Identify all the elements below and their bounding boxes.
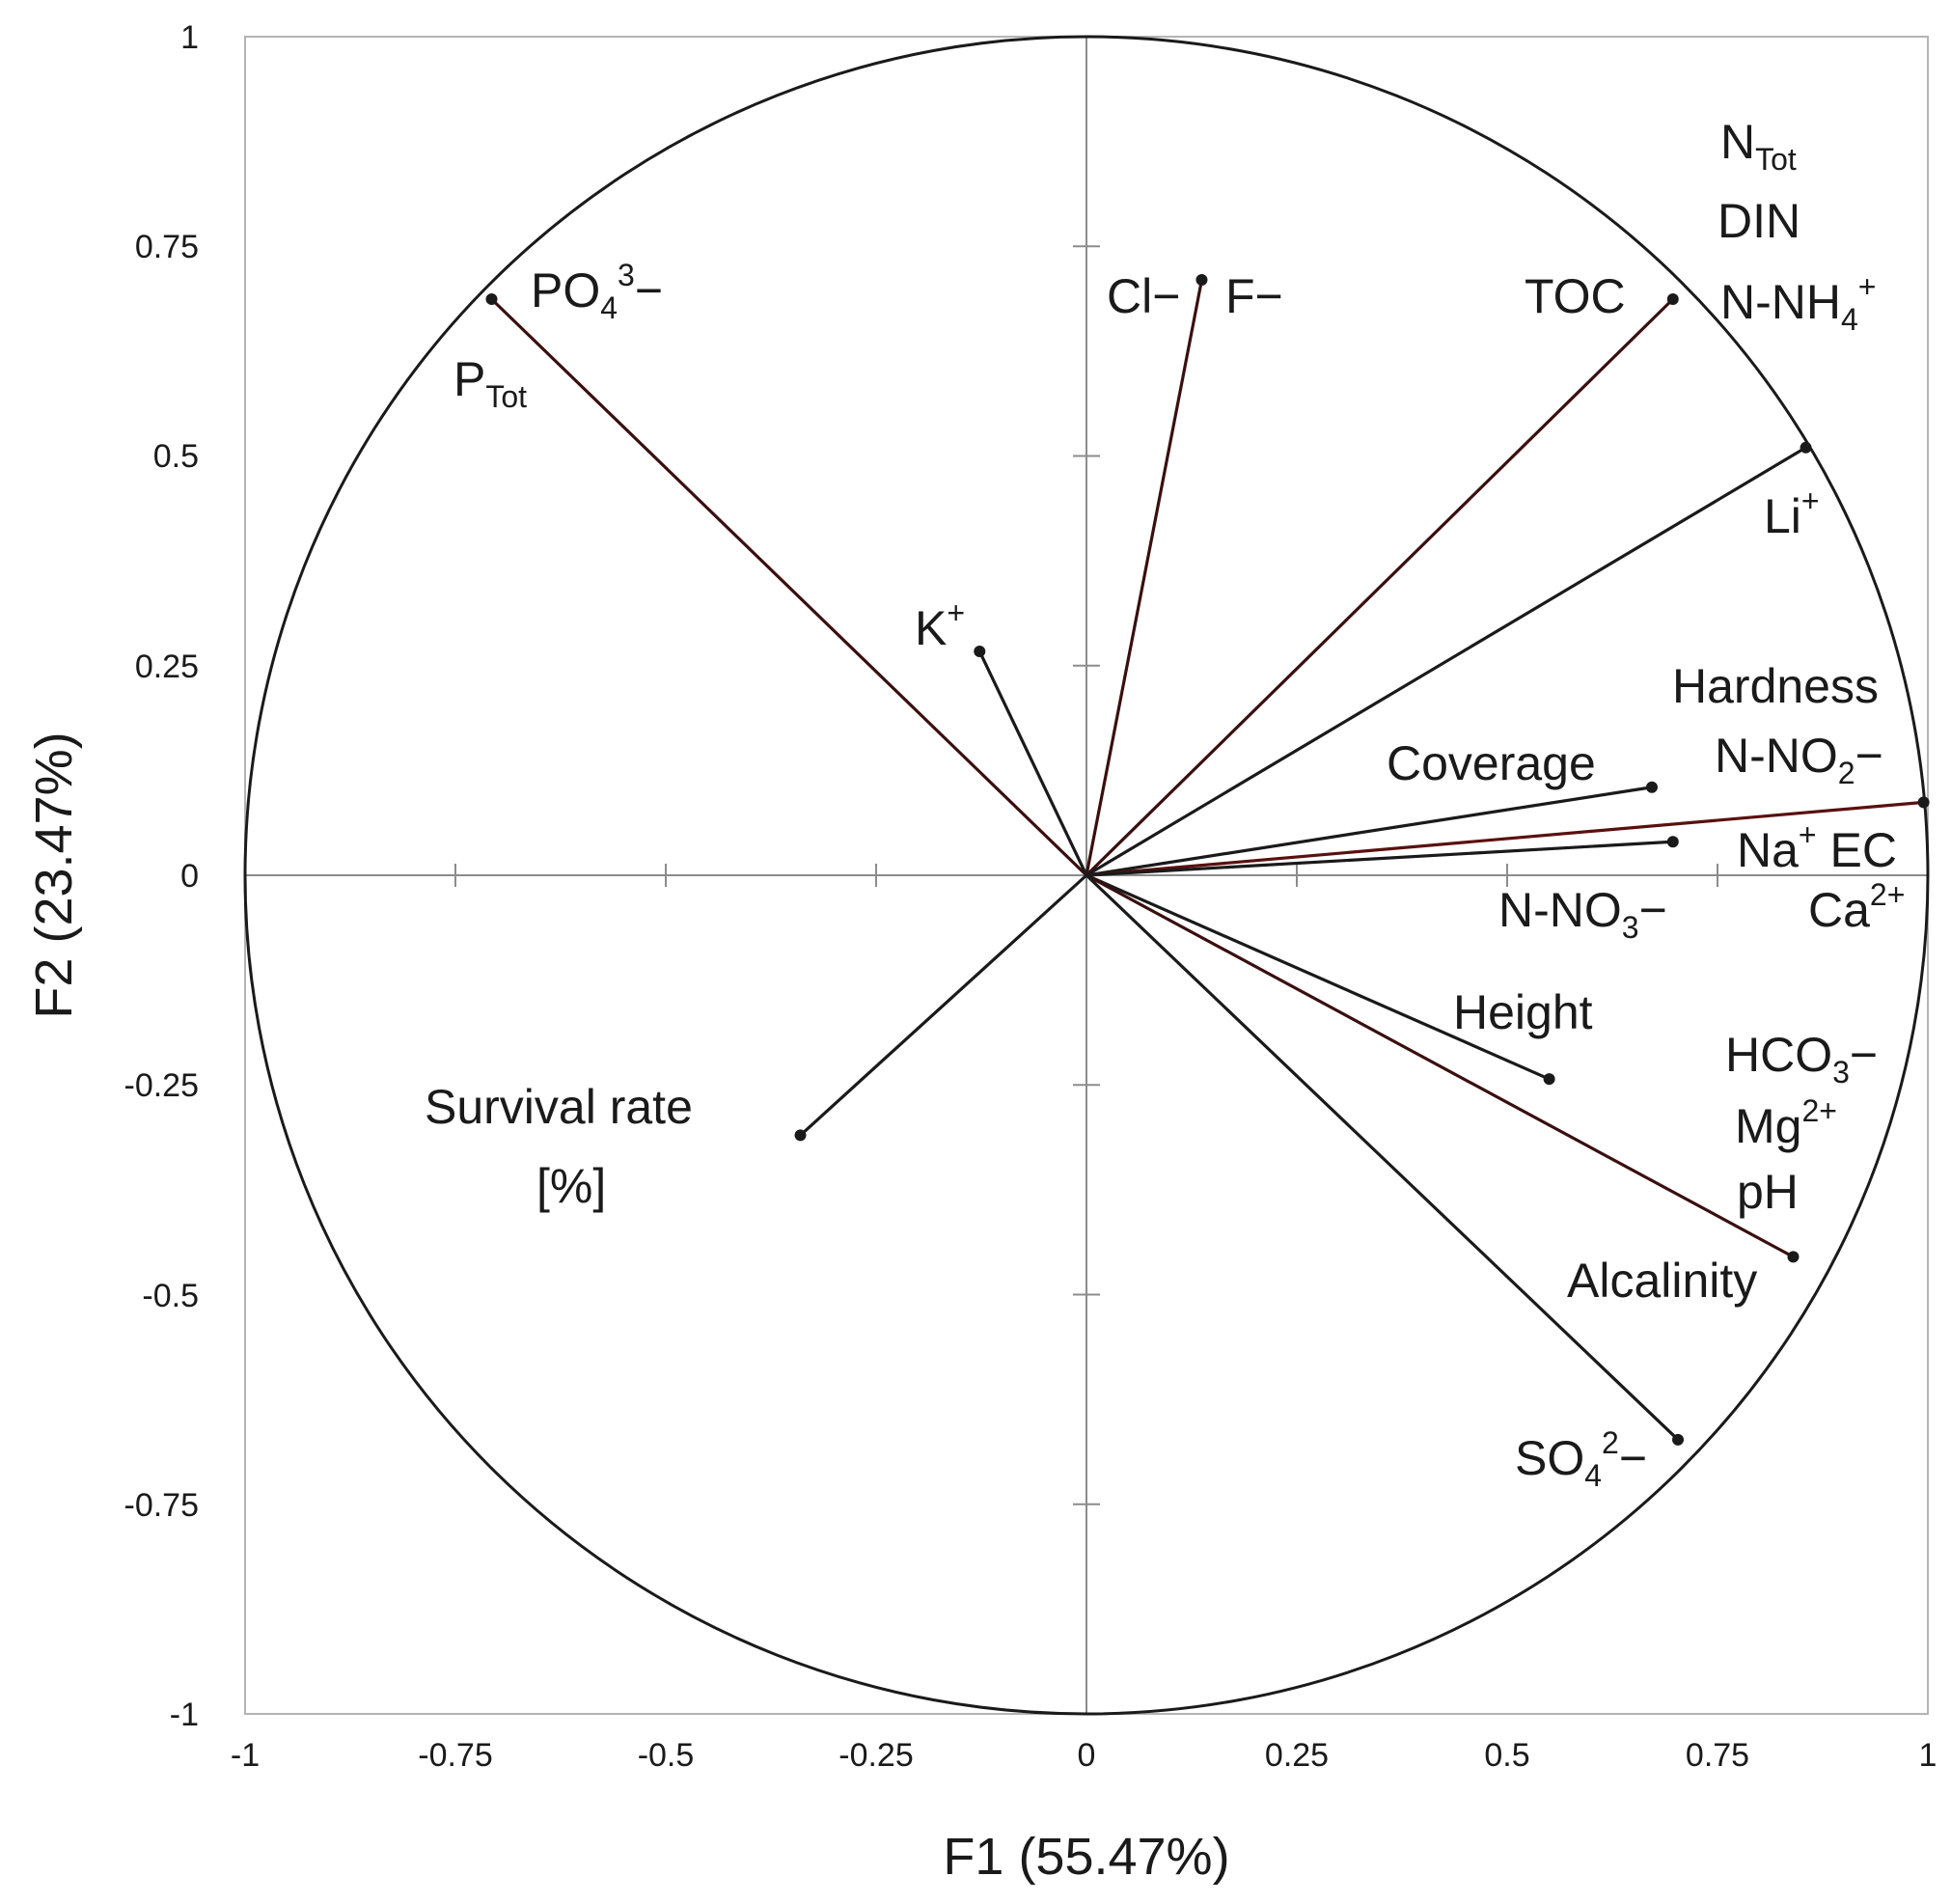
- vector-line-survival: [799, 873, 1088, 1137]
- var-label-survival1: Survival rate: [425, 1080, 693, 1134]
- var-label-survival2: [%]: [536, 1159, 606, 1213]
- var-label-mg: Mg2+: [1735, 1093, 1837, 1153]
- var-label-f: F−: [1225, 269, 1283, 323]
- vector-point-no3: [1666, 836, 1679, 848]
- x-tick-label: -1: [231, 1737, 260, 1774]
- y-tick-label: 0: [180, 858, 199, 895]
- var-label-nh4: N-NH4+: [1720, 269, 1876, 337]
- y-tick-label: 0.25: [135, 648, 199, 685]
- vector-point-alcalinity: [1787, 1251, 1800, 1263]
- var-label-height: Height: [1453, 985, 1593, 1039]
- y-tick-label: 0.5: [153, 438, 199, 475]
- var-label-din: DIN: [1717, 194, 1800, 248]
- var-label-po4: PO43−: [531, 258, 663, 325]
- var-label-no2: N-NO2−: [1715, 729, 1883, 790]
- var-label-hardness: Hardness: [1672, 659, 1879, 713]
- vector-line-li: [1085, 446, 1807, 877]
- vector-point-survival: [794, 1129, 807, 1142]
- vector-line-po4: [490, 297, 1088, 877]
- x-tick-label: -0.25: [838, 1737, 914, 1774]
- var-label-coverage: Coverage: [1387, 736, 1596, 790]
- var-label-so4: SO42−: [1515, 1425, 1647, 1493]
- y-tick-label: 1: [180, 19, 199, 56]
- var-label-toc: TOC: [1525, 269, 1626, 323]
- y-tick-label: -0.75: [124, 1487, 200, 1524]
- vector-point-so4: [1672, 1433, 1685, 1446]
- var-label-hco3: HCO3−: [1725, 1028, 1878, 1090]
- y-axis-title: F2 (23.47%): [25, 731, 83, 1018]
- x-axis-title: F1 (55.47%): [943, 1828, 1229, 1886]
- var-label-ptot: PTot: [453, 352, 527, 414]
- x-tick-label: 0.25: [1265, 1737, 1329, 1774]
- vector-point-po4: [485, 292, 498, 305]
- vector-line-alcalinity: [1085, 873, 1795, 1258]
- vector-line-k: [977, 650, 1088, 876]
- x-tick-label: 0: [1078, 1737, 1096, 1774]
- var-label-ca: Ca2+: [1808, 877, 1905, 937]
- vector-line-na: [1085, 800, 1924, 877]
- correlation-circle: [243, 35, 1930, 1716]
- vector-line-so4: [1085, 873, 1680, 1441]
- var-label-ph: pH: [1737, 1165, 1799, 1219]
- vector-point-cl: [1195, 274, 1208, 287]
- x-tick-label: 1: [1919, 1737, 1937, 1774]
- vector-line-toc: [1085, 297, 1674, 877]
- x-tick-label: 0.5: [1484, 1737, 1529, 1774]
- var-label-li: Li+: [1764, 483, 1820, 543]
- vector-point-li: [1800, 441, 1812, 454]
- vector-point-na: [1917, 796, 1930, 809]
- y-tick-label: 0.75: [135, 229, 199, 265]
- vector-line-no3: [1085, 840, 1673, 877]
- var-label-alcalinity: Alcalinity: [1567, 1254, 1757, 1308]
- var-label-cl: Cl−: [1107, 269, 1180, 323]
- y-tick-label: -1: [170, 1697, 199, 1733]
- x-tick-label: 0.75: [1686, 1737, 1749, 1774]
- var-label-k: K+: [915, 595, 965, 655]
- vector-line-cl: [1085, 279, 1204, 876]
- vector-point-height: [1543, 1073, 1555, 1086]
- y-tick-label: -0.5: [142, 1278, 199, 1314]
- y-tick-label: -0.25: [124, 1067, 200, 1104]
- var-label-na: Na+ EC: [1737, 817, 1897, 877]
- vector-line-height: [1085, 873, 1551, 1081]
- vector-point-coverage: [1645, 781, 1658, 793]
- vector-point-k: [974, 645, 986, 657]
- var-label-no3: N-NO3−: [1498, 883, 1667, 945]
- x-tick-label: -0.75: [418, 1737, 493, 1774]
- x-tick-label: -0.5: [638, 1737, 695, 1774]
- var-label-ntot: NTot: [1720, 115, 1797, 177]
- vector-point-toc: [1666, 292, 1679, 305]
- vector-line-coverage: [1085, 786, 1653, 877]
